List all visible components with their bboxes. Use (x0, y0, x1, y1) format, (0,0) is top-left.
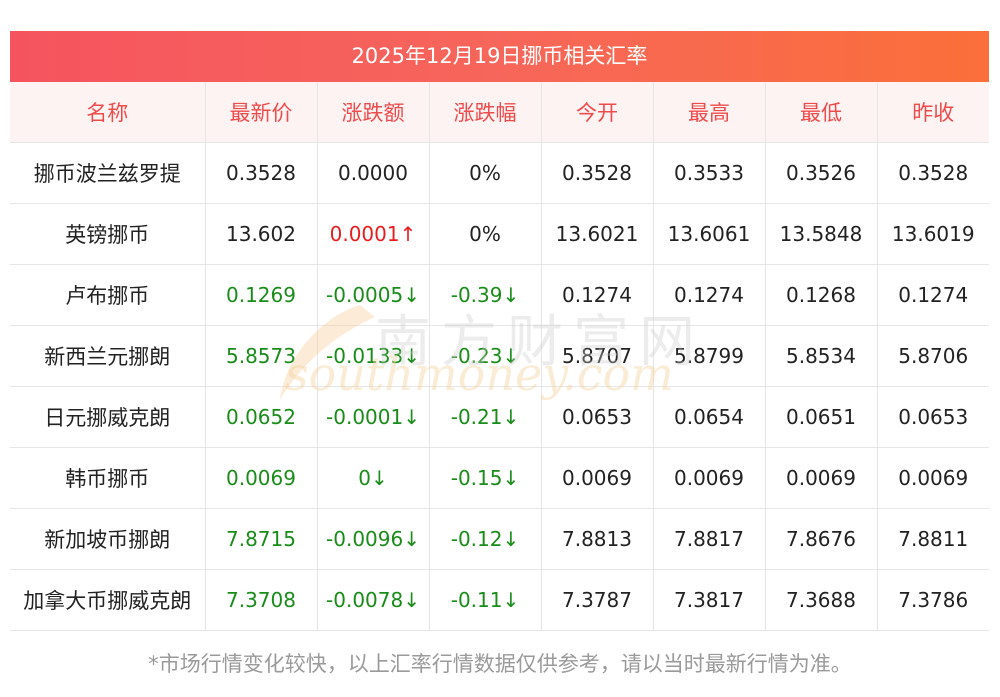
row-change-pct: 0% (429, 203, 542, 265)
row-prev-close: 0.0069 (877, 447, 989, 509)
row-open: 0.0069 (541, 447, 654, 509)
row-latest: 0.0652 (205, 386, 318, 448)
row-low: 0.0069 (765, 447, 878, 509)
row-change: -0.0096↓ (317, 508, 430, 570)
row-name: 日元挪威克朗 (10, 386, 206, 448)
row-latest: 0.3528 (205, 142, 318, 204)
row-latest: 5.8573 (205, 325, 318, 387)
row-change: 0.0000 (317, 142, 430, 204)
row-high: 7.8817 (653, 508, 766, 570)
row-open: 5.8707 (541, 325, 654, 387)
row-high: 0.0069 (653, 447, 766, 509)
row-open: 7.3787 (541, 569, 654, 631)
row-prev-close: 7.8811 (877, 508, 989, 570)
table-row: 挪币波兰兹罗提 0.3528 0.0000 0% 0.3528 0.3533 0.3526 0… (10, 142, 989, 204)
row-name: 卢布挪币 (10, 264, 206, 326)
exchange-rate-table: 名称 最新价 涨跌额 涨跌幅 今开 最高 最低 昨收 挪币波兰兹罗提 0.3528… (10, 82, 989, 631)
row-latest: 7.8715 (205, 508, 318, 570)
row-prev-close: 7.3786 (877, 569, 989, 631)
column-header-change: 涨跌额 (317, 82, 430, 143)
row-low: 7.8676 (765, 508, 878, 570)
row-low: 7.3688 (765, 569, 878, 631)
row-low: 13.5848 (765, 203, 878, 265)
row-change-pct: -0.39↓ (429, 264, 542, 326)
row-change-pct: -0.21↓ (429, 386, 542, 448)
table-row: 英镑挪币 13.602 0.0001↑ 0% 13.6021 13.6061 13.5848… (10, 203, 989, 265)
row-change-pct: -0.12↓ (429, 508, 542, 570)
row-high: 7.3817 (653, 569, 766, 631)
row-prev-close: 0.1274 (877, 264, 989, 326)
row-name: 新西兰元挪朗 (10, 325, 206, 387)
row-change: -0.0078↓ (317, 569, 430, 631)
row-high: 5.8799 (653, 325, 766, 387)
row-low: 0.3526 (765, 142, 878, 204)
row-low: 0.1268 (765, 264, 878, 326)
disclaimer-note: *市场行情变化较快，以上汇率行情数据仅供参考，请以当时最新行情为准。 (148, 652, 852, 676)
row-name: 加拿大币挪威克朗 (10, 569, 206, 631)
row-prev-close: 0.3528 (877, 142, 989, 204)
row-low: 5.8534 (765, 325, 878, 387)
row-open: 0.3528 (541, 142, 654, 204)
row-change: 0.0001↑ (317, 203, 430, 265)
row-prev-close: 5.8706 (877, 325, 989, 387)
row-name: 英镑挪币 (10, 203, 206, 265)
row-change: -0.0005↓ (317, 264, 430, 326)
row-open: 0.1274 (541, 264, 654, 326)
row-open: 7.8813 (541, 508, 654, 570)
table-row: 加拿大币挪威克朗 7.3708 -0.0078↓ -0.11↓ 7.3787 7.3817… (10, 569, 989, 631)
row-high: 0.3533 (653, 142, 766, 204)
table-row: 卢布挪币 0.1269 -0.0005↓ -0.39↓ 0.1274 0.1274 0.12… (10, 264, 989, 326)
row-open: 13.6021 (541, 203, 654, 265)
row-latest: 0.1269 (205, 264, 318, 326)
row-change-pct: -0.15↓ (429, 447, 542, 509)
row-name: 韩币挪币 (10, 447, 206, 509)
row-change-pct: -0.11↓ (429, 569, 542, 631)
table-row: 韩币挪币 0.0069 0↓ -0.15↓ 0.0069 0.0069 0.0069 0.00… (10, 447, 989, 509)
row-name: 新加坡币挪朗 (10, 508, 206, 570)
table-row: 新加坡币挪朗 7.8715 -0.0096↓ -0.12↓ 7.8813 7.8817 7.… (10, 508, 989, 570)
column-header-latest: 最新价 (205, 82, 318, 143)
column-header-open: 今开 (541, 82, 654, 143)
row-name: 挪币波兰兹罗提 (10, 142, 206, 204)
column-header-change-pct: 涨跌幅 (429, 82, 542, 143)
row-change-pct: 0% (429, 142, 542, 204)
row-change: -0.0001↓ (317, 386, 430, 448)
column-header-prev-close: 昨收 (877, 82, 989, 143)
column-header-name: 名称 (10, 82, 206, 143)
row-latest: 7.3708 (205, 569, 318, 631)
column-header-low: 最低 (765, 82, 878, 143)
row-latest: 13.602 (205, 203, 318, 265)
table-body: 挪币波兰兹罗提 0.3528 0.0000 0% 0.3528 0.3533 0.3526 0… (10, 142, 989, 631)
row-low: 0.0651 (765, 386, 878, 448)
row-high: 13.6061 (653, 203, 766, 265)
table-row: 新西兰元挪朗 5.8573 -0.0133↓ -0.23↓ 5.8707 5.8799 5.… (10, 325, 989, 387)
rate-table-container: 2025年12月19日挪币相关汇率 名称 最新价 涨跌额 涨跌幅 今开 最高 最… (10, 31, 989, 631)
row-high: 0.1274 (653, 264, 766, 326)
row-prev-close: 0.0653 (877, 386, 989, 448)
row-high: 0.0654 (653, 386, 766, 448)
row-open: 0.0653 (541, 386, 654, 448)
row-latest: 0.0069 (205, 447, 318, 509)
row-change: 0↓ (317, 447, 430, 509)
row-prev-close: 13.6019 (877, 203, 989, 265)
row-change: -0.0133↓ (317, 325, 430, 387)
column-header-high: 最高 (653, 82, 766, 143)
table-row: 日元挪威克朗 0.0652 -0.0001↓ -0.21↓ 0.0653 0.0654 0.… (10, 386, 989, 448)
row-change-pct: -0.23↓ (429, 325, 542, 387)
table-header-row: 名称 最新价 涨跌额 涨跌幅 今开 最高 最低 昨收 (10, 82, 989, 143)
table-title: 2025年12月19日挪币相关汇率 (10, 31, 989, 82)
